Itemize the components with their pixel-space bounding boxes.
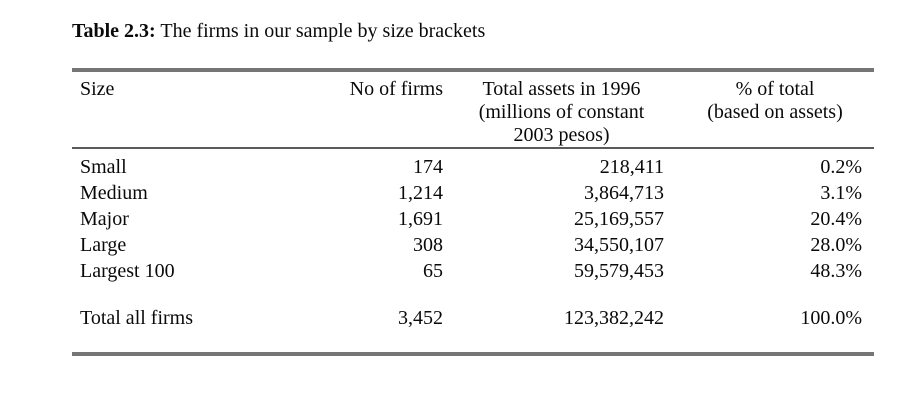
firms-cell: 174 xyxy=(413,156,443,178)
table-row-small: Small 174 218,411 0.2% xyxy=(72,148,874,180)
firms-table: Size No of firms Total assets in 1996 (m… xyxy=(72,68,874,356)
table-header: Size No of firms Total assets in 1996 (m… xyxy=(72,72,874,148)
col-header-pct-line2: (based on assets) xyxy=(707,101,843,123)
total-firms-cell: 3,452 xyxy=(398,307,443,329)
table-row-largest-100: Largest 100 65 59,579,453 48.3% xyxy=(72,258,874,284)
total-pct-cell: 100.0% xyxy=(800,307,862,329)
col-header-total-assets-line3: 2003 pesos) xyxy=(513,124,610,146)
firms-cell: 1,214 xyxy=(398,182,443,204)
total-label-cell: Total all firms xyxy=(80,307,194,329)
table-row-total: Total all firms 3,452 123,382,242 100.0% xyxy=(72,305,874,352)
col-header-pct-of-total: % of total (based on assets) xyxy=(676,72,874,148)
table-row-large: Large 308 34,550,107 28.0% xyxy=(72,232,874,258)
spacer-row xyxy=(72,284,874,305)
pct-cell: 28.0% xyxy=(810,234,862,256)
firms-by-size-table: Size No of firms Total assets in 1996 (m… xyxy=(72,72,874,352)
table-caption: Table 2.3: The firms in our sample by si… xyxy=(72,20,485,43)
pct-cell: 48.3% xyxy=(810,260,862,282)
table-row-medium: Medium 1,214 3,864,713 3.1% xyxy=(72,180,874,206)
table-caption-text: The firms in our sample by size brackets xyxy=(155,20,486,42)
pct-cell: 3.1% xyxy=(820,182,862,204)
col-header-total-assets-line1: Total assets in 1996 xyxy=(482,78,641,100)
firms-cell: 65 xyxy=(423,260,443,282)
col-header-size: Size xyxy=(80,78,115,100)
assets-cell: 34,550,107 xyxy=(574,234,664,256)
col-header-pct-line1: % of total xyxy=(735,78,815,100)
table-row-major: Major 1,691 25,169,557 20.4% xyxy=(72,206,874,232)
table-bottom-rule xyxy=(72,352,874,356)
col-header-total-assets-line2: (millions of constant xyxy=(478,101,645,123)
header-row: Size No of firms Total assets in 1996 (m… xyxy=(72,72,874,148)
col-header-no-of-firms: No of firms xyxy=(349,78,443,100)
spacer-cell xyxy=(72,284,874,305)
firms-cell: 1,691 xyxy=(398,208,443,230)
size-cell: Medium xyxy=(80,182,148,204)
firms-cell: 308 xyxy=(413,234,443,256)
table-body: Small 174 218,411 0.2% Medium 1,214 3,86… xyxy=(72,148,874,352)
total-assets-cell: 123,382,242 xyxy=(564,307,664,329)
table-caption-number: Table 2.3: xyxy=(72,20,156,42)
size-cell: Largest 100 xyxy=(80,260,175,282)
pct-cell: 20.4% xyxy=(810,208,862,230)
pct-cell: 0.2% xyxy=(820,156,862,178)
size-cell: Major xyxy=(80,208,129,230)
assets-cell: 218,411 xyxy=(599,156,664,178)
assets-cell: 59,579,453 xyxy=(574,260,664,282)
assets-cell: 3,864,713 xyxy=(584,182,664,204)
assets-cell: 25,169,557 xyxy=(574,208,664,230)
size-cell: Small xyxy=(80,156,127,178)
table-top-rule xyxy=(72,68,874,72)
size-cell: Large xyxy=(80,234,127,256)
col-header-total-assets: Total assets in 1996 (millions of consta… xyxy=(447,72,676,148)
